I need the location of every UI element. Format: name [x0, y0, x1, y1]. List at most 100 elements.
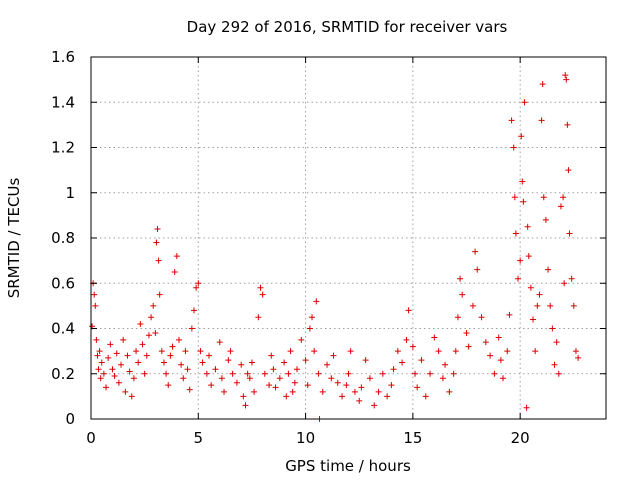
data-point [525, 253, 532, 260]
x-tick-label: 5 [194, 429, 204, 447]
y-axis-label: SRMTID / TECUs [5, 178, 23, 299]
data-point [186, 386, 193, 393]
data-point [439, 375, 446, 382]
data-point [457, 275, 464, 282]
data-point [379, 370, 386, 377]
data-point [491, 370, 498, 377]
data-point [291, 379, 298, 386]
data-point [482, 339, 489, 346]
data-point [495, 334, 502, 341]
data-point [508, 117, 515, 124]
data-point [399, 359, 406, 366]
y-tick-label: 1.2 [51, 139, 75, 157]
data-point [497, 357, 504, 364]
data-point [356, 397, 363, 404]
data-point [539, 81, 546, 88]
data-point [534, 302, 541, 309]
data-point [517, 257, 524, 264]
data-point [330, 352, 337, 359]
data-point [561, 280, 568, 287]
data-point [298, 336, 305, 343]
data-point [98, 359, 105, 366]
data-point [510, 144, 517, 151]
data-point [459, 291, 466, 298]
data-point [500, 375, 506, 382]
data-point [97, 375, 104, 382]
data-point [199, 359, 206, 366]
data-point [92, 302, 99, 309]
y-tick-label: 1 [65, 184, 75, 202]
data-point [435, 348, 442, 355]
data-point [152, 330, 159, 337]
data-point [478, 314, 485, 321]
data-point [545, 266, 552, 273]
data-point [362, 357, 369, 364]
data-point [565, 167, 572, 174]
data-point [160, 359, 167, 366]
data-point [180, 375, 187, 382]
data-point [105, 354, 112, 361]
data-point [304, 382, 311, 389]
data-point [167, 352, 174, 359]
data-point [221, 388, 228, 395]
data-point [216, 339, 223, 346]
data-point [538, 117, 545, 124]
data-point [557, 203, 564, 210]
x-tick-label: 10 [296, 429, 315, 447]
data-point [225, 357, 232, 364]
data-point [375, 388, 382, 395]
y-tick-label: 0.8 [51, 229, 75, 247]
data-point [100, 370, 107, 377]
data-point [153, 239, 160, 246]
y-tick-label: 0.4 [51, 320, 75, 338]
data-point [208, 382, 215, 389]
data-point [309, 314, 316, 321]
data-point [403, 336, 410, 343]
data-point [530, 316, 537, 323]
data-point [515, 275, 522, 282]
data-point [519, 178, 526, 185]
x-tick-label: 0 [86, 429, 96, 447]
data-point [328, 375, 335, 382]
data-point [287, 348, 294, 355]
data-point [91, 291, 98, 298]
data-point [487, 352, 494, 359]
data-point [450, 370, 457, 377]
data-point [306, 325, 313, 332]
data-point [358, 384, 365, 391]
data-point [203, 370, 210, 377]
data-point [442, 361, 449, 368]
data-point [465, 343, 472, 350]
data-point [242, 402, 249, 409]
data-point [469, 302, 476, 309]
data-point [334, 379, 341, 386]
data-point [371, 402, 378, 409]
data-point [227, 348, 234, 355]
data-point [195, 280, 202, 287]
data-point [524, 223, 531, 230]
data-point [551, 361, 558, 368]
data-point [248, 359, 255, 366]
data-point [504, 348, 511, 355]
data-point [240, 393, 247, 400]
data-point [272, 384, 279, 391]
data-point [283, 393, 290, 400]
data-point [145, 332, 152, 339]
data-point [560, 194, 567, 201]
data-point [111, 373, 118, 380]
data-point [511, 194, 518, 201]
data-point [285, 370, 292, 377]
data-point [191, 307, 197, 314]
data-point [169, 343, 176, 350]
data-point [527, 284, 534, 291]
data-point [366, 375, 373, 382]
data-point [518, 133, 525, 140]
data-point [339, 393, 346, 400]
data-point [266, 382, 273, 389]
data-point [313, 298, 320, 305]
data-point [130, 375, 137, 382]
data-point [139, 341, 146, 348]
data-point [289, 388, 296, 395]
grid [91, 57, 606, 419]
